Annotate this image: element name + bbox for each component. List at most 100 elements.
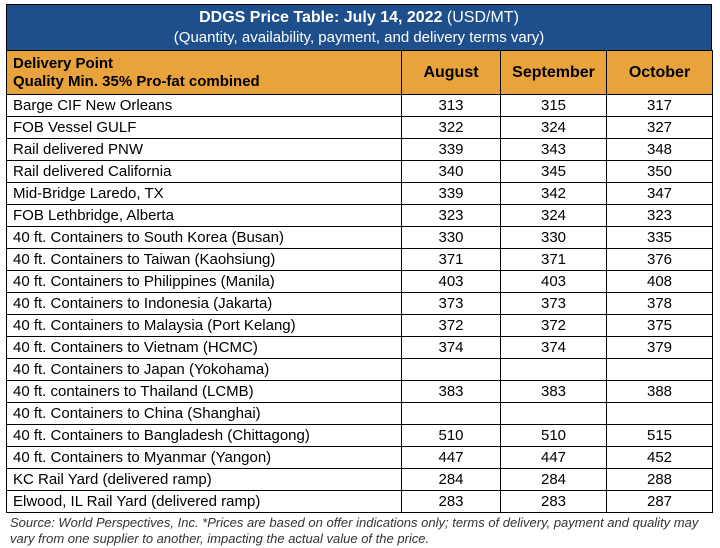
price-cell-august: 510 [401, 424, 501, 447]
price-cell-october: 515 [606, 424, 713, 447]
table-row: KC Rail Yard (delivered ramp) 284 284 288 [6, 468, 713, 491]
price-table: Delivery Point Quality Min. 35% Pro-fat … [6, 50, 713, 513]
price-cell-september: 383 [500, 380, 607, 403]
price-cell-october [606, 402, 713, 425]
table-banner: DDGS Price Table: July 14, 2022 (USD/MT)… [6, 4, 712, 50]
price-cell-october: 378 [606, 292, 713, 315]
row-label: 40 ft. Containers to Indonesia (Jakarta) [6, 292, 402, 315]
banner-title: DDGS Price Table: July 14, 2022 [199, 9, 443, 26]
price-cell-september: 371 [500, 248, 607, 271]
table-row: FOB Lethbridge, Alberta 323 324 323 [6, 204, 713, 227]
price-cell-august [401, 402, 501, 425]
row-label: 40 ft. Containers to China (Shanghai) [6, 402, 402, 425]
price-cell-august: 372 [401, 314, 501, 337]
row-label: 40 ft. Containers to Vietnam (HCMC) [6, 336, 402, 359]
price-cell-september: 403 [500, 270, 607, 293]
price-cell-october: 350 [606, 160, 713, 183]
price-cell-october: 375 [606, 314, 713, 337]
table-row: 40 ft. Containers to Bangladesh (Chittag… [6, 424, 713, 447]
price-cell-september: 510 [500, 424, 607, 447]
row-label: KC Rail Yard (delivered ramp) [6, 468, 402, 491]
row-label: 40 ft. Containers to Japan (Yokohama) [6, 358, 402, 381]
price-cell-september: 283 [500, 490, 607, 513]
price-cell-september: 324 [500, 204, 607, 227]
price-cell-october: 323 [606, 204, 713, 227]
price-cell-august: 323 [401, 204, 501, 227]
header-month-october: October [606, 50, 713, 95]
row-label: 40 ft. Containers to Malaysia (Port Kela… [6, 314, 402, 337]
price-cell-august: 403 [401, 270, 501, 293]
header-quality-label: Quality Min. 35% Pro-fat combined [13, 72, 260, 90]
table-row: 40 ft. Containers to China (Shanghai) [6, 402, 713, 425]
price-cell-september: 342 [500, 182, 607, 205]
banner-title-line: DDGS Price Table: July 14, 2022 (USD/MT) [7, 8, 711, 28]
table-row: 40 ft. Containers to Myanmar (Yangon) 447… [6, 446, 713, 469]
table-row: Barge CIF New Orleans 313 315 317 [6, 94, 713, 117]
price-cell-september: 447 [500, 446, 607, 469]
price-cell-october: 327 [606, 116, 713, 139]
row-label: 40 ft. Containers to Philippines (Manila… [6, 270, 402, 293]
price-cell-october: 408 [606, 270, 713, 293]
price-cell-august: 374 [401, 336, 501, 359]
price-cell-october: 376 [606, 248, 713, 271]
price-cell-august: 284 [401, 468, 501, 491]
price-cell-october: 317 [606, 94, 713, 117]
price-cell-september [500, 358, 607, 381]
table-row: 40 ft. Containers to South Korea (Busan)… [6, 226, 713, 249]
price-cell-september: 372 [500, 314, 607, 337]
price-cell-august: 447 [401, 446, 501, 469]
price-cell-october [606, 358, 713, 381]
row-label: Barge CIF New Orleans [6, 94, 402, 117]
header-delivery-point-label: Delivery Point [13, 54, 114, 72]
row-label: 40 ft. Containers to South Korea (Busan) [6, 226, 402, 249]
price-cell-september: 345 [500, 160, 607, 183]
row-label: Rail delivered PNW [6, 138, 402, 161]
table-row: 40 ft. Containers to Japan (Yokohama) [6, 358, 713, 381]
price-cell-october: 388 [606, 380, 713, 403]
header-delivery-point: Delivery Point Quality Min. 35% Pro-fat … [6, 50, 402, 95]
price-cell-august: 339 [401, 182, 501, 205]
header-month-september: September [500, 50, 607, 95]
price-cell-september: 330 [500, 226, 607, 249]
row-label: Rail delivered California [6, 160, 402, 183]
price-cell-october: 335 [606, 226, 713, 249]
price-cell-october: 287 [606, 490, 713, 513]
price-cell-september: 315 [500, 94, 607, 117]
table-row: 40 ft. Containers to Vietnam (HCMC) 374 37… [6, 336, 713, 359]
table-row: 40 ft. Containers to Indonesia (Jakarta)… [6, 292, 713, 315]
banner-subtitle: (Quantity, availability, payment, and de… [173, 29, 545, 46]
price-cell-august: 339 [401, 138, 501, 161]
header-month-august: August [401, 50, 501, 95]
table-header-row: Delivery Point Quality Min. 35% Pro-fat … [6, 50, 713, 95]
price-cell-september: 374 [500, 336, 607, 359]
table-row: 40 ft. containers to Thailand (LCMB) 383 3… [6, 380, 713, 403]
price-cell-october: 348 [606, 138, 713, 161]
price-cell-august: 371 [401, 248, 501, 271]
price-cell-august: 340 [401, 160, 501, 183]
price-cell-september: 324 [500, 116, 607, 139]
price-cell-september [500, 402, 607, 425]
row-label: 40 ft. containers to Thailand (LCMB) [6, 380, 402, 403]
row-label: 40 ft. Containers to Taiwan (Kaohsiung) [6, 248, 402, 271]
price-cell-september: 284 [500, 468, 607, 491]
price-cell-august: 330 [401, 226, 501, 249]
row-label: 40 ft. Containers to Myanmar (Yangon) [6, 446, 402, 469]
table-row: Rail delivered PNW 339 343 348 [6, 138, 713, 161]
table-row: 40 ft. Containers to Malaysia (Port Kela… [6, 314, 713, 337]
table-row: 40 ft. Containers to Philippines (Manila… [6, 270, 713, 293]
price-table-container: DDGS Price Table: July 14, 2022 (USD/MT)… [6, 4, 713, 547]
price-cell-october: 379 [606, 336, 713, 359]
table-row: Mid-Bridge Laredo, TX 339 342 347 [6, 182, 713, 205]
row-label: FOB Vessel GULF [6, 116, 402, 139]
price-cell-october: 452 [606, 446, 713, 469]
table-row: 40 ft. Containers to Taiwan (Kaohsiung) 3… [6, 248, 713, 271]
row-label: Elwood, IL Rail Yard (delivered ramp) [6, 490, 402, 513]
price-cell-august: 383 [401, 380, 501, 403]
price-cell-september: 373 [500, 292, 607, 315]
row-label: FOB Lethbridge, Alberta [6, 204, 402, 227]
table-row: Rail delivered California 340 345 350 [6, 160, 713, 183]
banner-unit: (USD/MT) [442, 9, 519, 26]
table-row: FOB Vessel GULF 322 324 327 [6, 116, 713, 139]
price-cell-august [401, 358, 501, 381]
price-cell-august: 283 [401, 490, 501, 513]
